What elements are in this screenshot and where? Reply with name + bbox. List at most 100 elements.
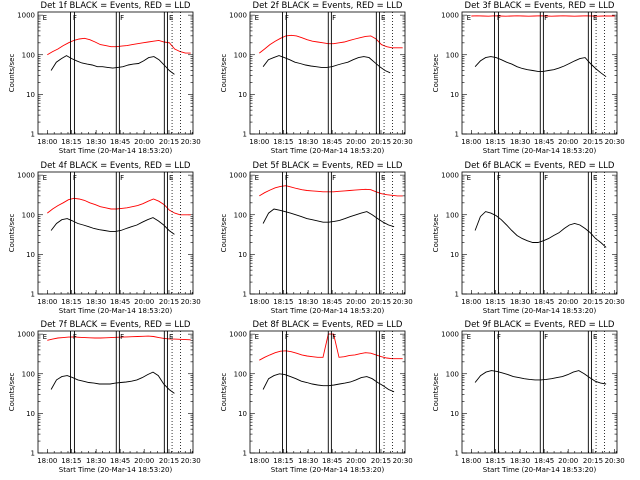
x-tick-label: 18:00 <box>461 298 481 306</box>
plot-frame <box>461 171 618 295</box>
panel-det-6: Det 6f BLACK = Events, RED = LLD 1 10 100 10… <box>432 161 625 315</box>
panel-title: Det 3f BLACK = Events, RED = LLD <box>465 1 615 11</box>
panel-title: Det 1f BLACK = Events, RED = LLD <box>41 1 191 11</box>
x-tick-label: 18:15 <box>485 457 505 465</box>
x-tick-label: 20:30 <box>181 138 201 146</box>
x-tick-label: 18:00 <box>37 457 57 465</box>
marker-letter: F <box>332 14 336 22</box>
x-tick-label: 20:30 <box>605 457 625 465</box>
marker-letter: E <box>593 174 597 182</box>
y-tick-label: 100 <box>234 211 247 219</box>
x-tick-label: 20:15 <box>371 457 391 465</box>
marker-letter: E <box>381 14 385 22</box>
x-tick-label: 20:15 <box>159 138 179 146</box>
y-axis-label: Counts/sec <box>220 214 228 253</box>
y-tick-label: 1 <box>455 450 459 458</box>
x-tick-label: 20:00 <box>558 457 578 465</box>
series-events-line <box>262 55 391 74</box>
marker-letter: F <box>285 14 289 22</box>
x-tick-label: 18:30 <box>298 298 318 306</box>
x-tick-label: 20:30 <box>605 138 625 146</box>
y-tick-label: 1000 <box>17 172 35 180</box>
marker-letter: F <box>332 333 336 341</box>
plot-frame <box>37 171 194 295</box>
y-tick-label: 1000 <box>229 12 247 20</box>
x-tick-label: 18:30 <box>510 138 530 146</box>
marker-letter: E <box>255 14 259 22</box>
x-tick-label: 18:00 <box>461 457 481 465</box>
x-tick-label: 18:15 <box>273 457 293 465</box>
y-tick-label: 100 <box>234 370 247 378</box>
x-tick-label: 18:45 <box>110 298 130 306</box>
marker-letter: F <box>497 174 501 182</box>
marker-letter: F <box>120 174 124 182</box>
plot-frame <box>249 171 406 295</box>
y-tick-label: 100 <box>22 370 35 378</box>
x-tick-label: 20:30 <box>181 457 201 465</box>
marker-letter: F <box>544 14 548 22</box>
x-tick-label: 18:00 <box>37 298 57 306</box>
x-tick-label: 18:00 <box>37 138 57 146</box>
y-tick-label: 1 <box>31 131 35 139</box>
x-axis-label: Start Time (20-Mar-14 18:53:20) <box>483 466 597 474</box>
marker-letter: F <box>544 333 548 341</box>
y-axis-label: Counts/sec <box>8 54 16 93</box>
x-axis-label: Start Time (20-Mar-14 18:53:20) <box>483 147 597 155</box>
plot-frame <box>461 330 618 454</box>
y-axis-label: Counts/sec <box>8 214 16 253</box>
y-tick-label: 10 <box>450 251 459 259</box>
y-axis-label: Counts/sec <box>432 214 440 253</box>
panel-det-3: Det 3f BLACK = Events, RED = LLD 1 10 100 10… <box>432 1 625 155</box>
x-tick-label: 18:00 <box>249 138 269 146</box>
x-tick-label: 20:00 <box>134 457 154 465</box>
x-tick-label: 20:15 <box>371 138 391 146</box>
y-tick-label: 1000 <box>441 12 459 20</box>
panel-title: Det 8f BLACK = Events, RED = LLD <box>253 320 403 330</box>
y-tick-label: 100 <box>446 51 459 59</box>
plot-frame <box>37 330 194 454</box>
panel-title: Det 2f BLACK = Events, RED = LLD <box>253 1 403 11</box>
x-tick-label: 20:00 <box>134 138 154 146</box>
x-tick-label: 20:30 <box>181 298 201 306</box>
x-tick-label: 18:15 <box>273 298 293 306</box>
x-tick-label: 18:30 <box>298 457 318 465</box>
y-tick-label: 10 <box>26 91 35 99</box>
y-tick-label: 10 <box>450 410 459 418</box>
y-axis-label: Counts/sec <box>220 373 228 412</box>
y-axis-label: Counts/sec <box>432 54 440 93</box>
y-tick-label: 1000 <box>441 172 459 180</box>
x-tick-label: 20:15 <box>371 298 391 306</box>
x-tick-label: 20:30 <box>393 457 413 465</box>
panel-det-1: Det 1f BLACK = Events, RED = LLD 1 10 100 10… <box>8 1 201 155</box>
marker-letter: F <box>73 174 77 182</box>
x-tick-label: 18:00 <box>461 138 481 146</box>
marker-letter: F <box>285 174 289 182</box>
x-tick-label: 18:45 <box>534 457 554 465</box>
marker-letter: E <box>467 174 471 182</box>
x-tick-label: 18:30 <box>298 138 318 146</box>
x-tick-label: 18:30 <box>86 298 106 306</box>
x-tick-label: 20:00 <box>558 298 578 306</box>
x-tick-label: 18:30 <box>510 457 530 465</box>
x-tick-label: 20:15 <box>159 457 179 465</box>
x-tick-label: 20:15 <box>583 457 603 465</box>
marker-letter: F <box>497 333 501 341</box>
x-tick-label: 18:45 <box>322 457 342 465</box>
marker-letter: E <box>255 174 259 182</box>
x-tick-label: 20:15 <box>583 298 603 306</box>
x-tick-label: 20:30 <box>393 298 413 306</box>
y-tick-label: 1000 <box>17 12 35 20</box>
panel-det-7: Det 7f BLACK = Events, RED = LLD 1 10 100 10… <box>8 320 201 474</box>
y-tick-label: 10 <box>26 251 35 259</box>
x-tick-label: 20:30 <box>605 298 625 306</box>
panel-title: Det 6f BLACK = Events, RED = LLD <box>465 161 615 171</box>
x-axis-label: Start Time (20-Mar-14 18:53:20) <box>483 307 597 315</box>
marker-letter: F <box>120 333 124 341</box>
x-tick-label: 18:15 <box>273 138 293 146</box>
panel-det-2: Det 2f BLACK = Events, RED = LLD 1 10 100 10… <box>220 1 413 155</box>
x-tick-label: 18:30 <box>510 298 530 306</box>
y-tick-label: 1000 <box>17 331 35 339</box>
marker-letter: E <box>255 333 259 341</box>
y-tick-label: 1000 <box>229 331 247 339</box>
marker-letter: E <box>593 14 597 22</box>
